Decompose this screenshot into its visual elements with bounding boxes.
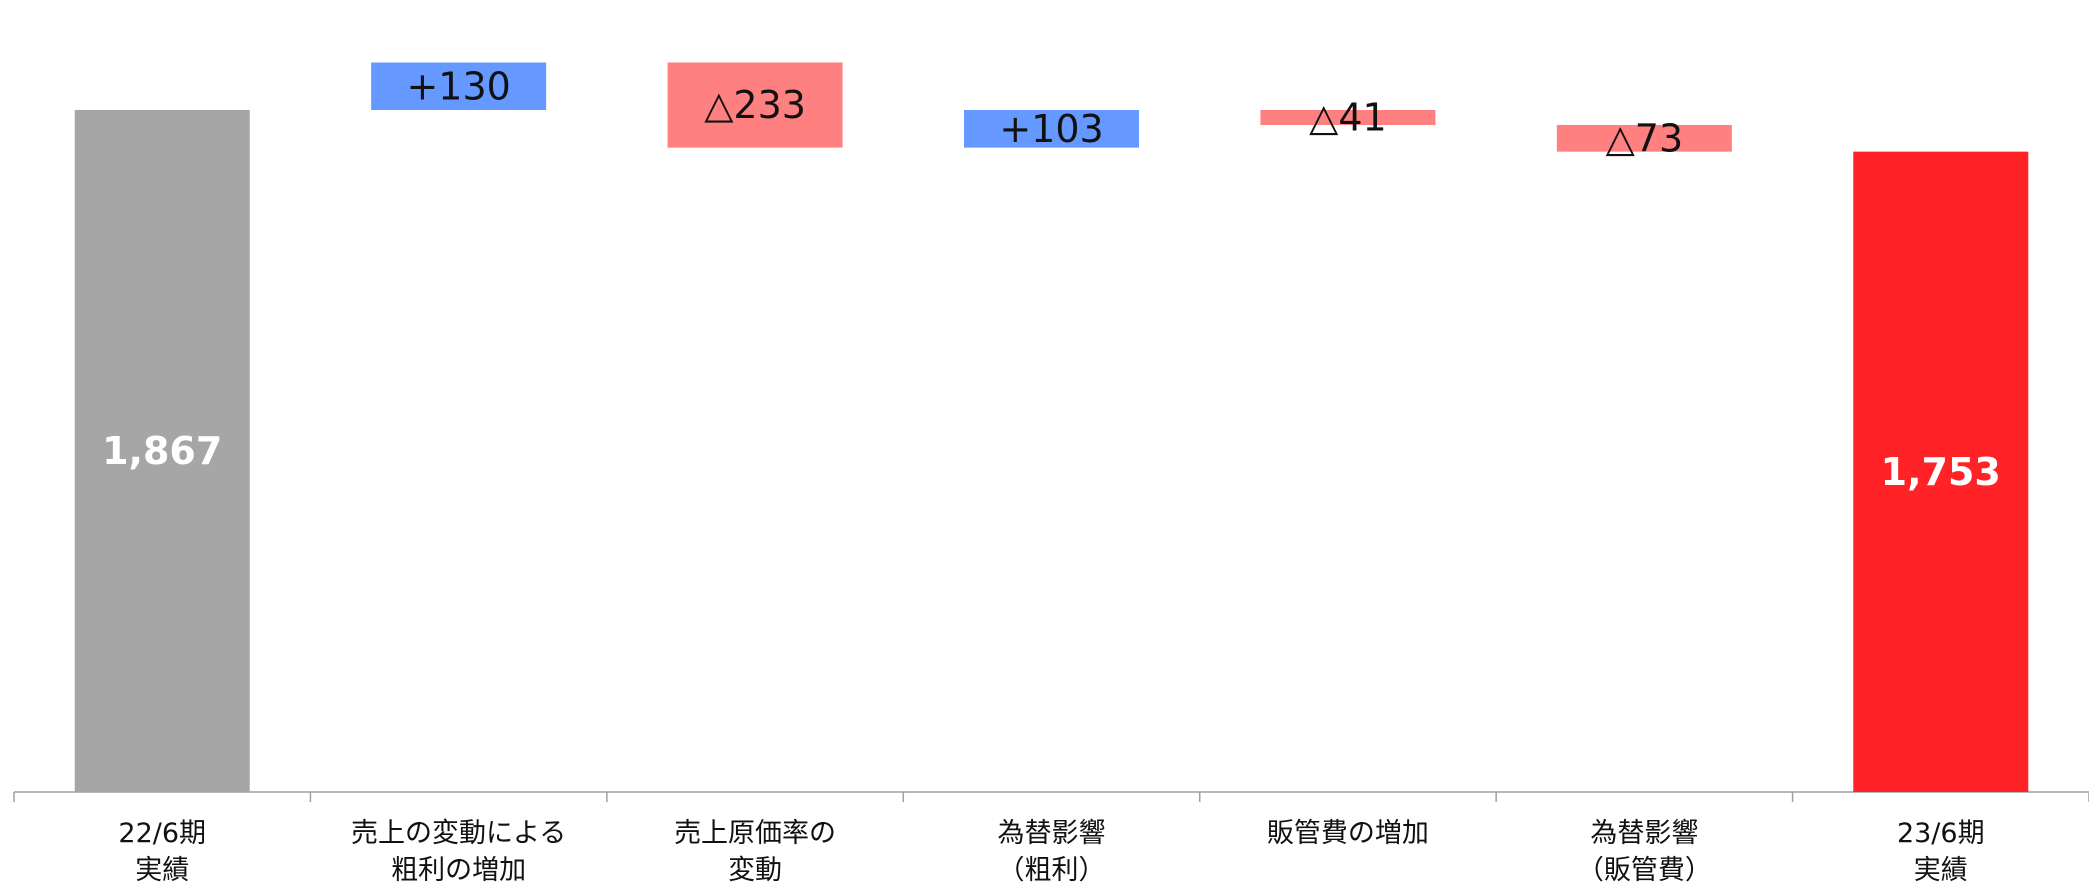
waterfall-bar-5 <box>1260 110 1436 125</box>
category-label-7-line-2: 実績 <box>1914 855 1968 885</box>
category-label-5-line-1: 販管費の増加 <box>1267 818 1429 849</box>
waterfall-bar-2 <box>371 62 547 110</box>
data-label-6: △73 <box>1606 116 1684 160</box>
waterfall-bar-3 <box>667 62 843 148</box>
category-label-4-line-1: 為替影響 <box>998 818 1106 849</box>
category-label-1-line-2: 実績 <box>135 855 189 885</box>
waterfall-bar-1 <box>74 110 250 792</box>
waterfall-bar-6 <box>1556 124 1732 152</box>
category-label-7-line-1: 23/6期 <box>1897 818 1985 849</box>
category-label-4-line-2: （粗利） <box>998 855 1106 885</box>
waterfall-bar-4 <box>964 110 1139 148</box>
data-label-5: △41 <box>1309 95 1387 139</box>
data-label-4: +103 <box>999 107 1103 151</box>
category-label-1-line-1: 22/6期 <box>118 818 206 849</box>
category-label-3-line-2: 変動 <box>728 855 782 885</box>
category-label-2-line-2: 粗利の増加 <box>391 855 526 885</box>
category-label-3-line-1: 売上原価率の <box>674 818 836 849</box>
category-label-6-line-1: 為替影響 <box>1590 818 1698 849</box>
category-label-6-line-2: （販管費） <box>1577 855 1712 885</box>
data-label-2: +130 <box>406 64 510 108</box>
data-label-1: 1,867 <box>102 429 222 473</box>
data-label-3: △233 <box>704 83 806 127</box>
data-label-7: 1,753 <box>1881 450 2001 494</box>
category-label-2-line-1: 売上の変動による <box>351 818 566 849</box>
waterfall-bar-7 <box>1853 151 2029 792</box>
